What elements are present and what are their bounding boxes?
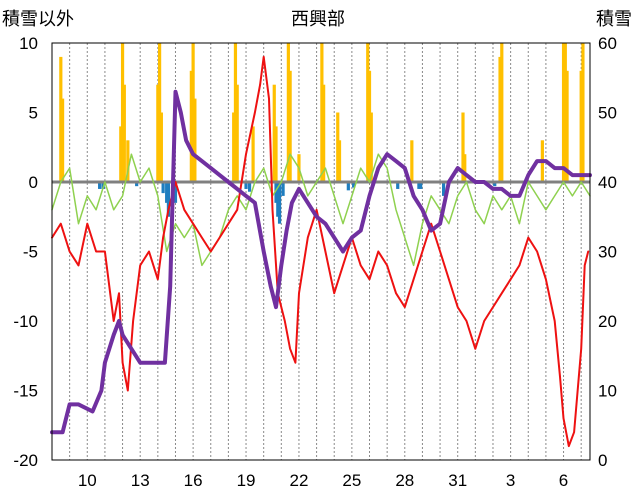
precip_orange-bar-1 [60, 98, 65, 182]
precip_orange-bar-38 [581, 43, 585, 182]
precip_orange-bar-3 [120, 43, 125, 182]
precip_orange-bar-10 [191, 43, 195, 182]
precip_orange-bar-29 [461, 112, 465, 182]
precip_orange-bar-24 [337, 140, 342, 182]
precip_orange-bar-5 [126, 140, 130, 182]
precip_blue-bar-13 [346, 182, 350, 191]
precip_orange-bar-37 [579, 70, 583, 182]
left-tick-label: -15 [13, 382, 38, 401]
precip_orange-bar-19 [288, 70, 292, 182]
left-tick-label: 0 [29, 173, 38, 192]
precip_orange-bar-12 [232, 112, 236, 182]
plot-border [51, 42, 591, 461]
precip_blue-bar-5 [166, 182, 171, 217]
x-tick-label: 19 [237, 471, 256, 490]
temperature-line [51, 55, 590, 448]
x-tick-label: 25 [342, 471, 361, 490]
left-tick-label: 10 [19, 34, 38, 53]
right-axis-ticks: 60 50 40 30 20 10 0 [598, 34, 617, 470]
x-tick-label: 16 [184, 471, 203, 490]
precip_orange-bar-9 [189, 70, 193, 182]
precip_orange-bar-17 [274, 126, 278, 182]
precip_orange-bar-32 [500, 43, 504, 182]
left-axis-ticks: 10 5 0 -5 -10 -15 -20 [13, 34, 38, 470]
precip_orange-bar-31 [498, 56, 502, 182]
precip_orange-bar-22 [322, 84, 326, 182]
right-tick-label: 50 [598, 104, 617, 123]
precip_orange-bar-0 [59, 56, 63, 182]
precip_orange-bar-16 [272, 84, 276, 182]
precip_orange-bar-35 [563, 43, 567, 182]
right-tick-label: 0 [598, 451, 607, 470]
right-tick-label: 30 [598, 243, 617, 262]
precip_orange-bar-8 [159, 112, 163, 182]
precip_blue-bar-17 [419, 182, 423, 189]
precip_orange-bar-26 [367, 70, 372, 182]
snow_depth-line [50, 89, 592, 435]
secondary_line-line [51, 153, 591, 267]
plot-frame [51, 42, 591, 461]
precip_blue-bar-15 [396, 182, 400, 189]
precip_orange-bar-27 [369, 112, 373, 182]
right-axis-label: 積雪 [596, 9, 632, 30]
precip_orange-bar-14 [235, 84, 239, 182]
left-tick-label: 5 [29, 104, 38, 123]
precip_blue-bar-16 [417, 182, 421, 189]
precip_orange-bar-18 [286, 43, 290, 182]
precip_orange-bar-15 [251, 126, 255, 182]
precip_orange-bar-11 [193, 98, 197, 182]
precip_blue-bar-11 [277, 182, 282, 224]
x-axis-ticks: 10 13 16 19 22 25 28 31 3 6 [78, 471, 568, 490]
precip_blue-bar-19 [493, 182, 497, 187]
x-tick-label: 28 [395, 471, 414, 490]
precip_blue-bar-7 [244, 182, 248, 189]
left-tick-label: -10 [13, 312, 38, 331]
precip_blue-bar-9 [274, 182, 278, 203]
left-tick-label: -20 [13, 451, 38, 470]
right-tick-label: 60 [598, 34, 617, 53]
precip_blue-bar-14 [352, 182, 356, 188]
x-tick-label: 3 [506, 471, 515, 490]
x-tick-label: 13 [131, 471, 150, 490]
right-tick-label: 20 [598, 312, 617, 331]
precip_orange-bar-2 [119, 126, 123, 182]
precip_orange-bar-30 [463, 154, 467, 182]
precip_orange-bar-6 [156, 84, 160, 182]
precip_orange-bar-23 [336, 112, 340, 182]
precip_orange-bar-28 [410, 140, 414, 182]
precip_orange-bar-25 [366, 43, 370, 182]
chart-title: 西興部 [291, 9, 345, 30]
x-tick-label: 31 [448, 471, 467, 490]
precip_blue-bar-0 [98, 182, 102, 189]
precip_orange-bar-4 [122, 84, 126, 182]
series-lines [50, 55, 592, 448]
precip_blue-bar-4 [165, 182, 169, 203]
left-axis-label: 積雪以外 [2, 9, 74, 30]
precip_orange-bar-34 [561, 43, 566, 182]
left-tick-label: -5 [23, 243, 38, 262]
precip_blue-bar-3 [161, 182, 165, 194]
x-tick-label: 10 [78, 471, 97, 490]
right-tick-label: 10 [598, 382, 617, 401]
precip_orange-bar-7 [158, 43, 162, 182]
x-tick-label: 6 [559, 471, 568, 490]
precip_blue-bar-2 [135, 182, 139, 187]
right-tick-label: 40 [598, 173, 617, 192]
precip_orange-bar-36 [565, 70, 569, 182]
precip_blue-bar-8 [247, 182, 252, 192]
precip_orange-bar-13 [233, 43, 238, 182]
precip_blue-bar-10 [276, 182, 280, 217]
precip_blue-bar-6 [173, 182, 178, 203]
x-tick-label: 22 [289, 471, 308, 490]
precip_blue-bar-12 [281, 182, 285, 196]
precip_blue-bar-18 [441, 182, 446, 196]
precip_orange-bar-21 [320, 43, 324, 182]
